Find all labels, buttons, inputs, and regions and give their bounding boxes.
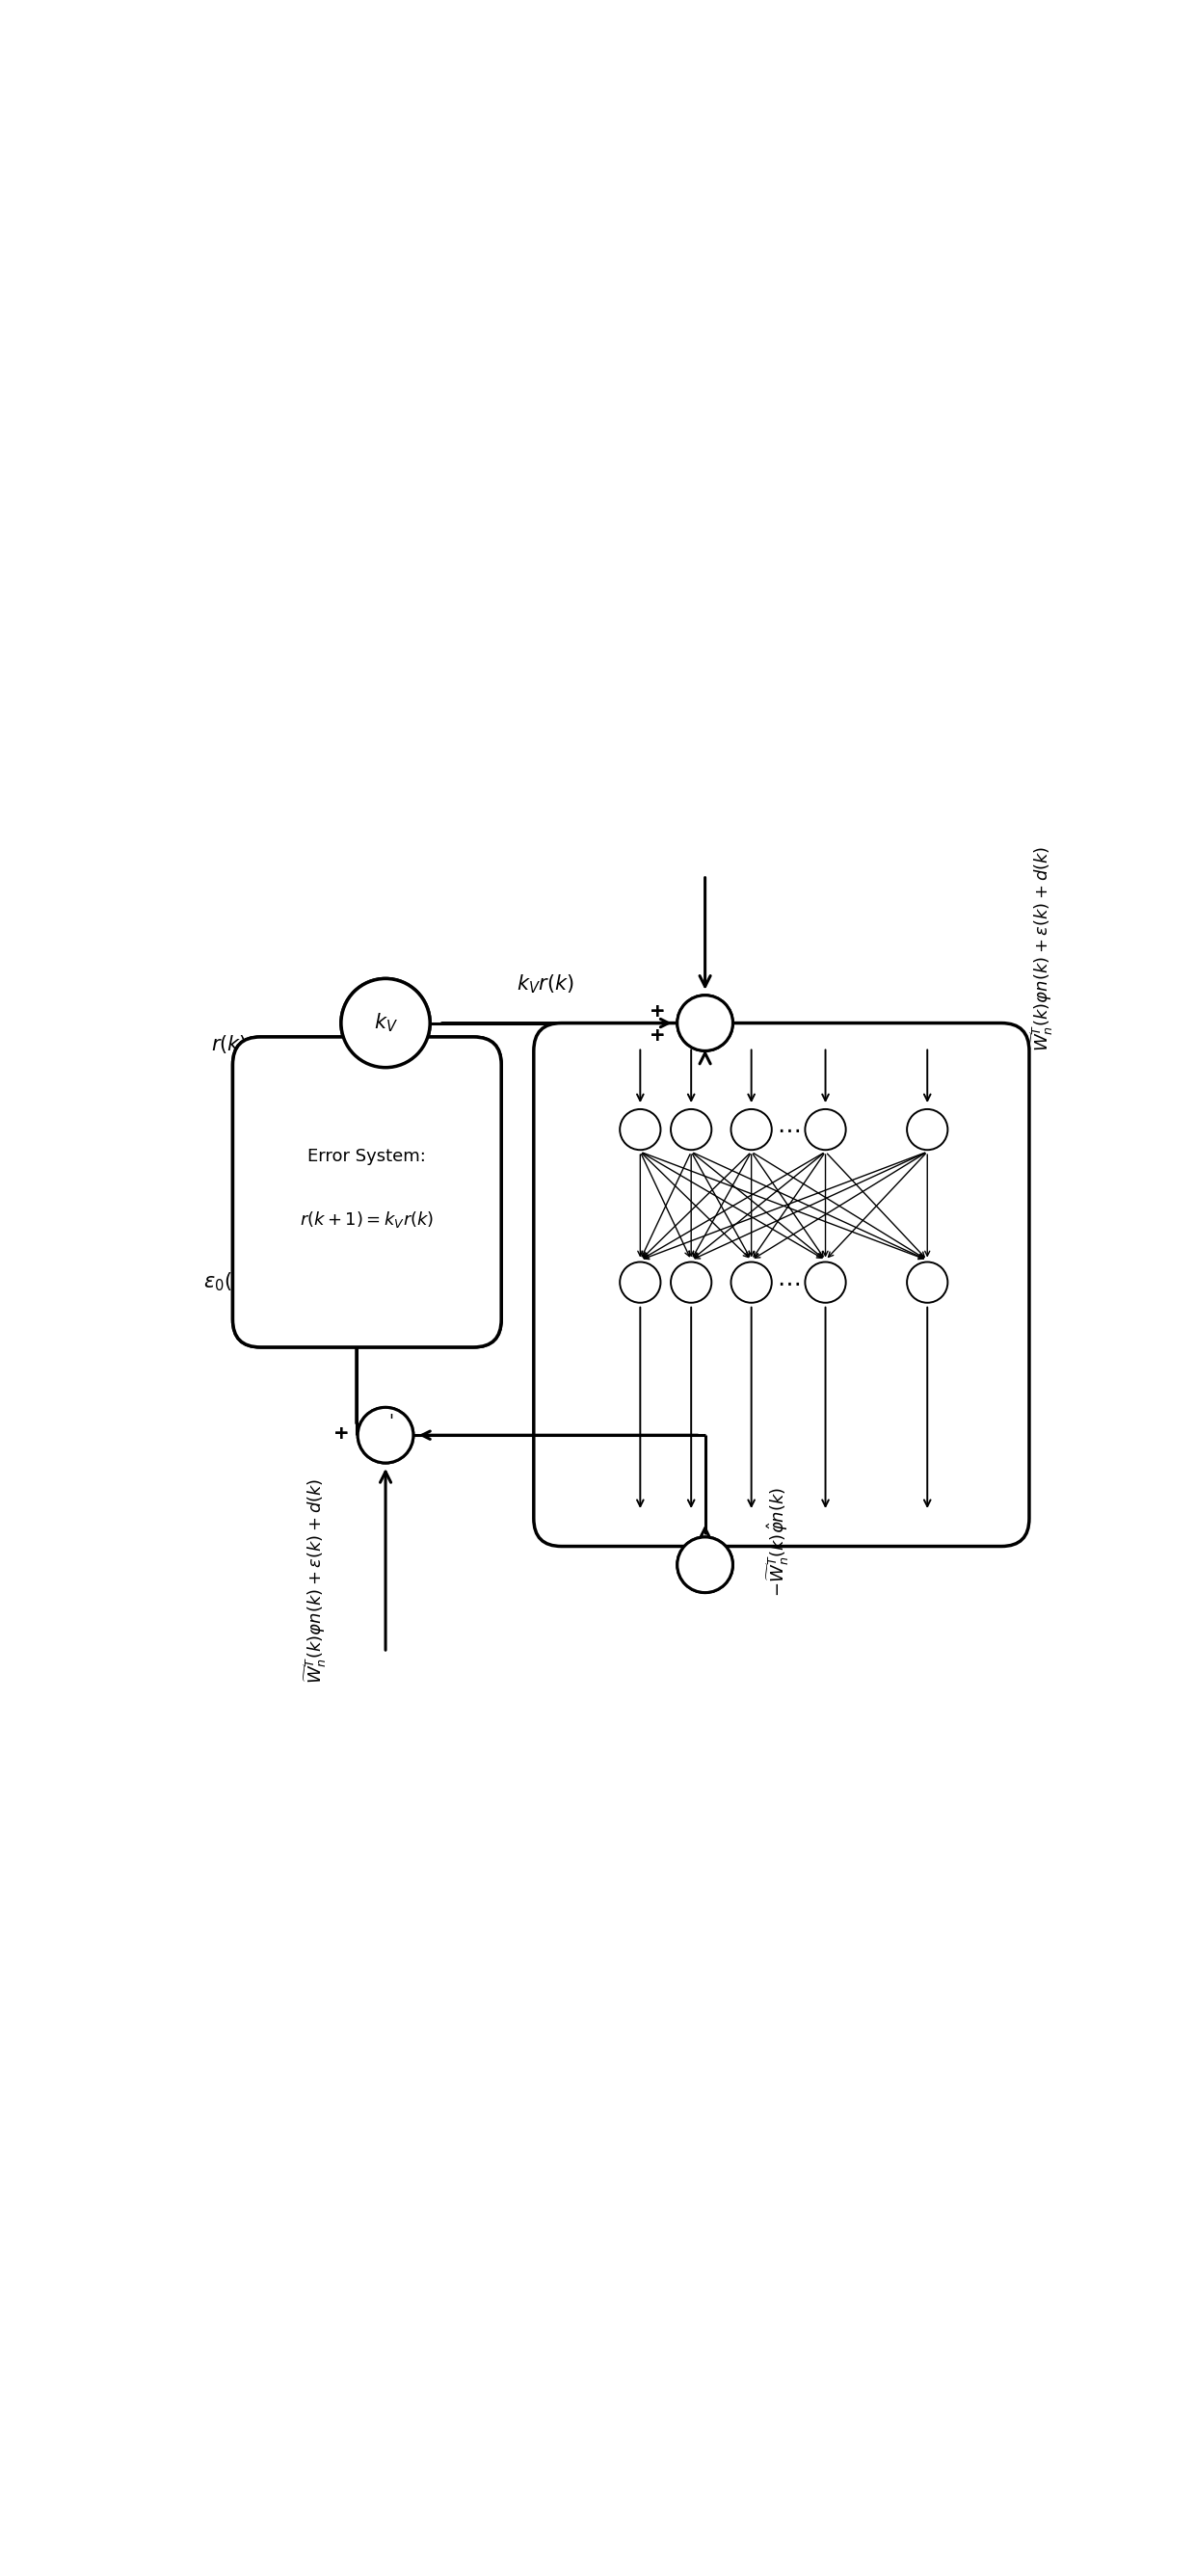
Circle shape <box>678 1538 733 1592</box>
Text: $\cdots$: $\cdots$ <box>777 1118 799 1141</box>
Text: $r(k+1) = k_V r(k)$: $r(k+1) = k_V r(k)$ <box>300 1211 434 1229</box>
Circle shape <box>357 1406 413 1463</box>
Text: $r(k)$: $r(k)$ <box>210 1033 246 1056</box>
Text: $k_V$: $k_V$ <box>374 1012 398 1036</box>
Text: +: + <box>649 1025 664 1043</box>
Circle shape <box>678 994 733 1051</box>
Text: $\widetilde{W}_n^T(k)\varphi n(k) + \varepsilon(k) + d(k)$: $\widetilde{W}_n^T(k)\varphi n(k) + \var… <box>304 1479 329 1685</box>
Circle shape <box>357 1406 413 1463</box>
FancyBboxPatch shape <box>233 1038 502 1347</box>
Circle shape <box>678 1538 733 1592</box>
Text: +: + <box>649 1002 664 1020</box>
Text: +: + <box>333 1425 349 1443</box>
Text: $k_V r(k)$: $k_V r(k)$ <box>516 974 574 994</box>
Circle shape <box>678 994 733 1051</box>
Text: ': ' <box>388 1412 393 1430</box>
Text: $k_V$: $k_V$ <box>374 1012 398 1036</box>
Text: $\cdots$: $\cdots$ <box>777 1270 799 1293</box>
Text: +: + <box>649 1025 664 1043</box>
FancyBboxPatch shape <box>233 1038 502 1347</box>
FancyBboxPatch shape <box>534 1023 1029 1546</box>
Circle shape <box>731 1110 772 1149</box>
Circle shape <box>341 979 430 1066</box>
Circle shape <box>341 979 430 1066</box>
Circle shape <box>620 1262 661 1303</box>
Circle shape <box>731 1262 772 1303</box>
Circle shape <box>907 1110 948 1149</box>
Text: +: + <box>333 1425 349 1443</box>
Circle shape <box>805 1110 846 1149</box>
Circle shape <box>907 1262 948 1303</box>
Text: $r(k+1) = k_V r(k)$: $r(k+1) = k_V r(k)$ <box>300 1211 434 1229</box>
Text: +: + <box>649 1002 664 1020</box>
Text: ': ' <box>388 1412 393 1430</box>
Circle shape <box>805 1262 846 1303</box>
Text: $-\widetilde{W}_n^T(k)\hat{\varphi}n(k)$: $-\widetilde{W}_n^T(k)\hat{\varphi}n(k)$ <box>767 1486 791 1597</box>
Circle shape <box>670 1262 711 1303</box>
Text: Error System:: Error System: <box>308 1149 427 1164</box>
Circle shape <box>670 1110 711 1149</box>
Circle shape <box>620 1110 661 1149</box>
Text: $\widetilde{W}_n^T(k)\varphi n(k) + \varepsilon(k) + d(k)$: $\widetilde{W}_n^T(k)\varphi n(k) + \var… <box>1030 845 1055 1051</box>
Text: $\varepsilon_0(k)$: $\varepsilon_0(k)$ <box>203 1270 251 1293</box>
Text: Error System:: Error System: <box>308 1149 427 1164</box>
